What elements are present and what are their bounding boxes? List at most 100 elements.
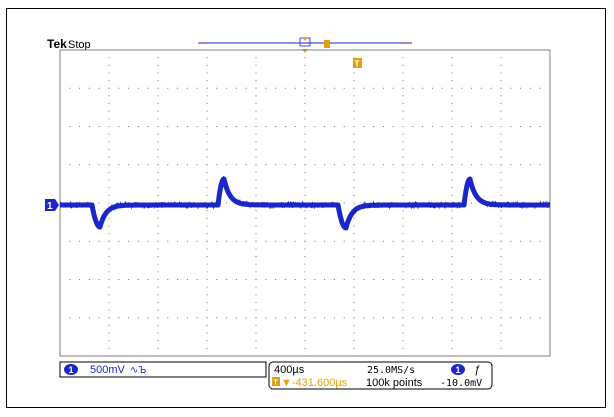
grid-dot	[98, 240, 100, 242]
grid-dot	[255, 248, 257, 250]
grid-dot	[108, 233, 110, 235]
grid-dot	[108, 294, 110, 296]
grid-dot	[147, 87, 149, 89]
grid-dot	[353, 133, 355, 135]
grid-dot	[382, 240, 384, 242]
grid-dot	[216, 279, 218, 280]
grid-dot	[294, 164, 296, 166]
grid-dot	[118, 126, 120, 127]
grid-dot	[108, 248, 110, 250]
grid-dot	[451, 225, 453, 227]
grid-dot	[304, 80, 306, 82]
grid-dot	[147, 240, 149, 242]
grid-dot	[255, 95, 257, 97]
grid-dot	[216, 87, 218, 89]
channel1-readout-box[interactable]	[59, 361, 267, 378]
grid-dot	[402, 286, 404, 288]
grid-dot	[157, 72, 159, 74]
grid-dot	[108, 133, 110, 135]
grid-dot	[69, 279, 71, 280]
grid-dot	[157, 57, 159, 59]
grid-dot	[539, 279, 541, 280]
grid-dot	[304, 110, 306, 112]
grid-dot	[353, 240, 355, 242]
grid-dot	[500, 187, 502, 189]
grid-dot	[422, 240, 424, 242]
grid-dot	[520, 317, 522, 319]
grid-dot	[304, 133, 306, 135]
grid-dot	[304, 271, 306, 273]
grid-dot	[520, 164, 522, 166]
grid-dot	[402, 141, 404, 143]
grid-dot	[441, 87, 443, 89]
grid-dot	[304, 217, 306, 219]
grid-dot	[402, 279, 404, 280]
grid-dot	[402, 194, 404, 196]
grid-dot	[275, 164, 277, 166]
grid-dot	[402, 225, 404, 227]
trigger-marker-icon[interactable]	[353, 58, 362, 68]
grid-dot	[451, 87, 453, 89]
grid-dot	[333, 317, 335, 319]
grid-dot	[353, 118, 355, 120]
grid-dot	[177, 126, 179, 127]
grid-dot	[422, 164, 424, 166]
grid-dot	[137, 126, 139, 127]
grid-dot	[353, 95, 355, 97]
grid-dot	[451, 64, 453, 66]
grid-dot	[431, 317, 433, 319]
grid-dot	[157, 210, 159, 212]
grid-dot	[275, 240, 277, 242]
grid-dot	[98, 317, 100, 319]
grid-dot	[186, 126, 188, 127]
grid-dot	[304, 355, 306, 357]
grid-dot	[108, 164, 110, 166]
grid-dot	[353, 263, 355, 265]
grid-dot	[461, 164, 463, 166]
grid-dot	[167, 164, 169, 166]
grid-dot	[451, 271, 453, 273]
grid-dot	[255, 279, 257, 280]
grid-dot	[79, 87, 81, 89]
grid-dot	[451, 194, 453, 196]
grid-dot	[255, 324, 257, 326]
grid-dot	[333, 240, 335, 242]
grid-dot	[88, 317, 90, 319]
grid-dot	[128, 126, 130, 127]
grid-dot	[206, 141, 208, 143]
grid-dot	[382, 279, 384, 280]
grid-dot	[196, 279, 198, 280]
grid-dot	[510, 126, 512, 127]
grid-dot	[451, 347, 453, 349]
grid-dot	[206, 64, 208, 66]
grid-dot	[108, 309, 110, 311]
grid-dot	[167, 279, 169, 280]
grid-dot	[451, 80, 453, 82]
grid-dot	[451, 141, 453, 143]
trigger-slope-icon: ƒ	[474, 364, 480, 376]
grid-dot	[412, 317, 414, 319]
grid-dot	[314, 317, 316, 319]
grid-dot	[255, 179, 257, 181]
grid-dot	[402, 263, 404, 265]
grid-dot	[284, 240, 286, 242]
grid-dot	[451, 103, 453, 105]
channel1-badge-label: 1	[69, 365, 74, 375]
grid-dot	[402, 240, 404, 242]
grid-dot	[314, 126, 316, 127]
grid-dot	[353, 317, 355, 319]
grid-dot	[471, 240, 473, 242]
channel1-ground-marker-icon[interactable]	[45, 199, 55, 211]
grid-dot	[157, 355, 159, 357]
grid-dot	[353, 225, 355, 227]
grid-dot	[255, 309, 257, 311]
grid-dot	[490, 279, 492, 280]
grid-dot	[353, 141, 355, 143]
grid-dot	[490, 164, 492, 166]
horizontal-trigger-readout-box[interactable]	[268, 361, 493, 390]
grid-dot	[284, 317, 286, 319]
trigger-level-readout: -10.0mV	[440, 378, 482, 389]
grid-dot	[157, 171, 159, 173]
grid-dot	[255, 332, 257, 334]
grid-dot	[206, 233, 208, 235]
